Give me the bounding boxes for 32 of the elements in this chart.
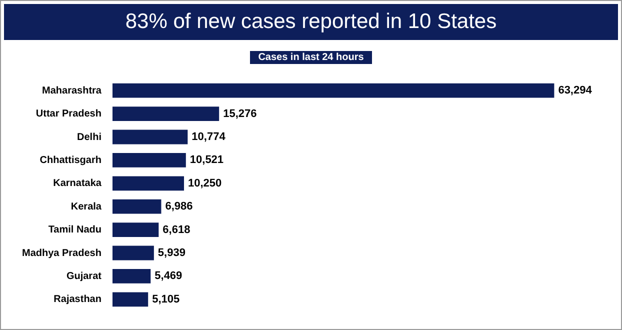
y-tick-label: Maharashtra [42, 85, 102, 96]
data-label: 6,986 [165, 200, 193, 213]
data-label: 15,276 [223, 108, 257, 120]
data-label: 5,939 [158, 247, 186, 260]
y-tick-label: Chhattisgarh [40, 154, 102, 166]
data-label: 6,618 [162, 224, 190, 236]
y-tick-label: Gujarat [66, 270, 102, 282]
data-label: 10,521 [190, 154, 224, 166]
bar [112, 176, 184, 191]
bar [112, 153, 186, 168]
y-tick-label: Delhi [77, 132, 102, 143]
data-label: 5,469 [154, 270, 182, 282]
data-label: 10,250 [188, 177, 222, 190]
data-label: 63,294 [558, 84, 593, 97]
data-label: 10,774 [192, 131, 226, 144]
y-tick-label: Tamil Nadu [48, 224, 102, 236]
y-tick-label: Kerala [70, 201, 102, 212]
y-tick-label: Rajasthan [54, 294, 102, 306]
chart-title: 83% of new cases reported in 10 States [4, 4, 618, 40]
y-tick-label: Madhya Pradesh [22, 248, 102, 259]
data-label: 5,105 [152, 293, 180, 306]
chart-subtitle: Cases in last 24 hours [250, 51, 372, 64]
bar [112, 222, 159, 237]
bar [112, 83, 554, 98]
bar [112, 199, 162, 214]
y-tick-label: Uttar Pradesh [36, 108, 102, 120]
bar [112, 130, 188, 144]
bar [112, 269, 151, 284]
bar [112, 292, 148, 307]
bar [112, 106, 220, 121]
bar [112, 246, 154, 260]
y-tick-label: Karnataka [53, 178, 102, 190]
